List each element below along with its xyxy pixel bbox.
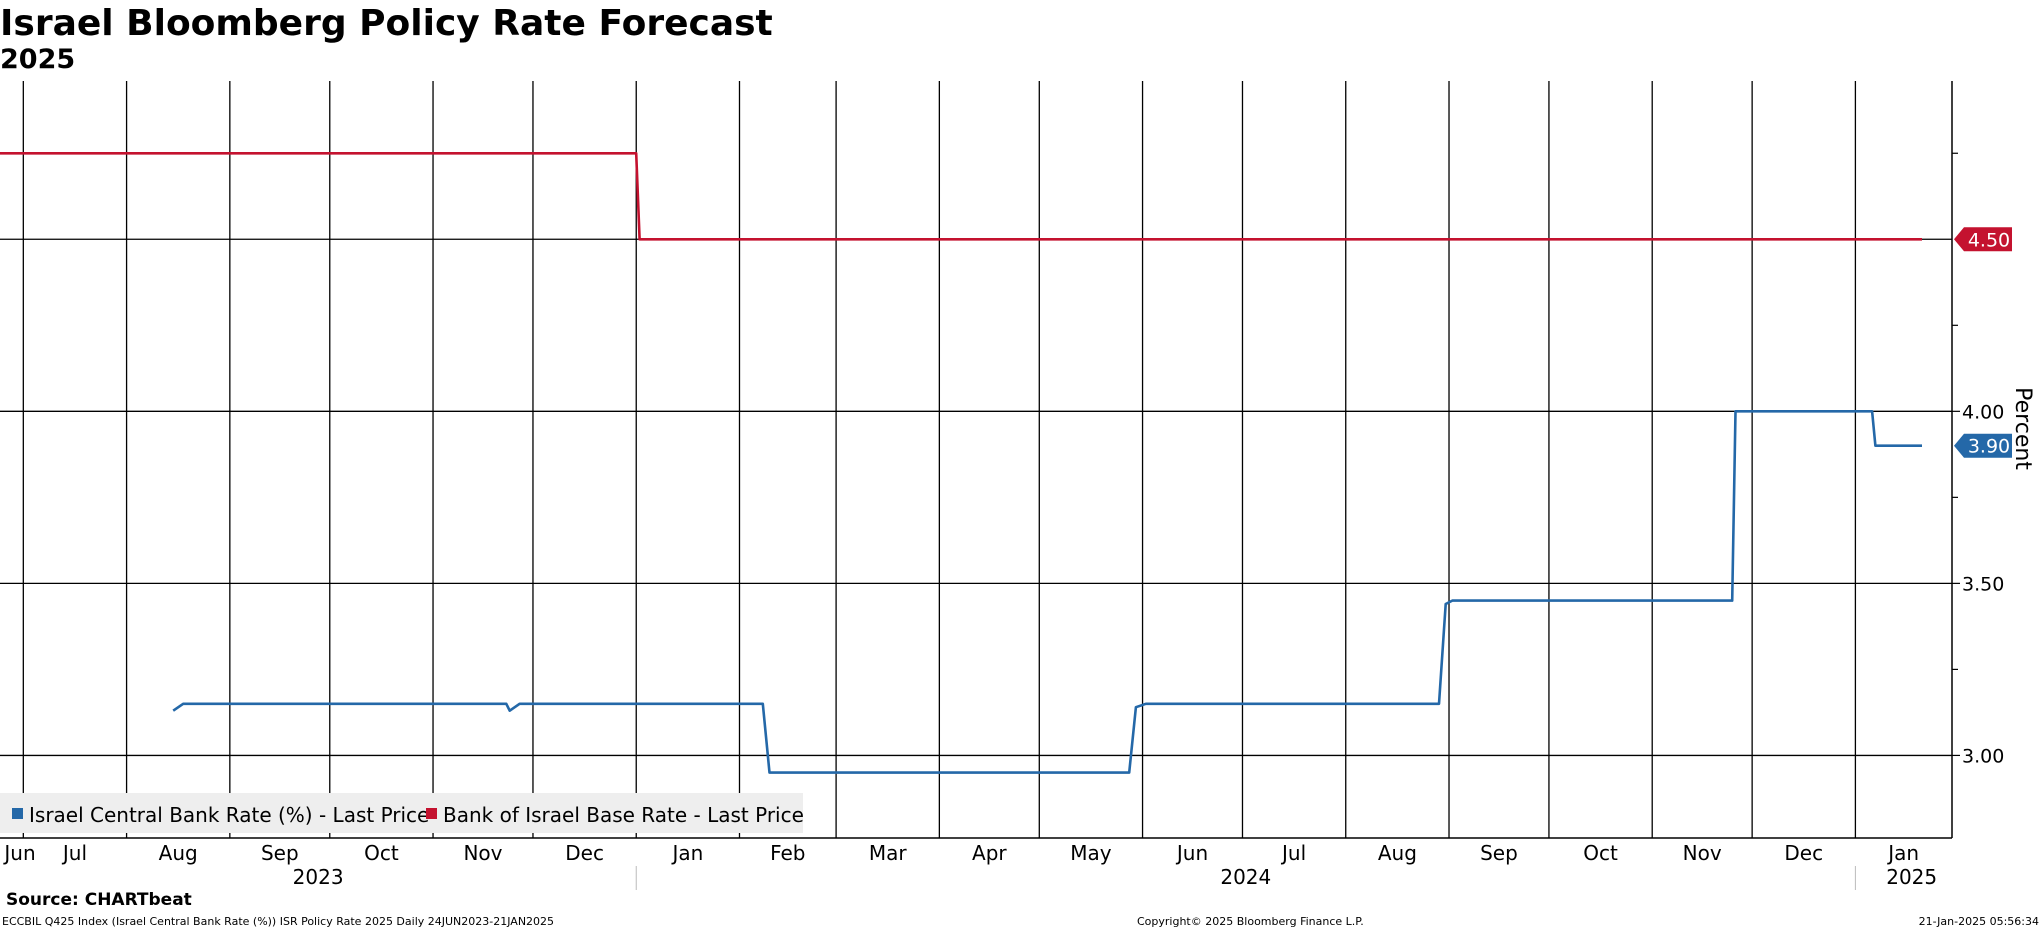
central-bank-last-value-label: 3.90 <box>1968 436 2010 458</box>
central-bank-rate-line <box>172 410 1922 774</box>
x-month-label: Aug <box>159 841 198 865</box>
x-month-label: Sep <box>1480 841 1518 865</box>
base-rate-last-value-tag <box>1954 227 2012 252</box>
x-month-label: Dec <box>1784 841 1823 865</box>
x-month-label: Sep <box>261 841 299 865</box>
legend-label: Israel Central Bank Rate (%) - Last Pric… <box>29 803 429 827</box>
x-month-label: Jan <box>1886 841 1919 865</box>
x-month-label: Nov <box>463 841 502 865</box>
y-tick-label: 3.00 <box>1962 745 2004 767</box>
y-axis-title: Percent <box>2010 387 2035 470</box>
x-month-label: Dec <box>565 841 604 865</box>
source-note: Source: CHARTbeat <box>6 890 192 910</box>
x-month-label: Jan <box>670 841 703 865</box>
x-month-label: Oct <box>364 841 399 865</box>
x-year-label: 2023 <box>293 865 344 889</box>
x-month-label: Feb <box>770 841 805 865</box>
x-month-label: Nov <box>1683 841 1722 865</box>
x-month-label: Jul <box>61 841 87 865</box>
legend-swatch <box>12 808 23 819</box>
legend-box <box>0 793 803 833</box>
y-tick-label: 3.50 <box>1962 573 2004 595</box>
chart-title: Israel Bloomberg Policy Rate Forecast <box>0 3 773 44</box>
x-year-label: 2024 <box>1220 865 1271 889</box>
central-bank-last-value-tag <box>1954 433 2012 458</box>
footer-description: ECCBIL Q425 Index (Israel Central Bank R… <box>2 915 555 928</box>
x-month-label: May <box>1070 841 1112 865</box>
x-month-label: Apr <box>972 841 1007 865</box>
base-rate-last-value-label: 4.50 <box>1968 229 2010 251</box>
x-month-label: Jul <box>1280 841 1306 865</box>
base-rate-line <box>0 152 1922 241</box>
x-month-label: Mar <box>869 841 908 865</box>
x-month-label: Jun <box>1175 841 1208 865</box>
x-month-label: Jun <box>2 841 35 865</box>
x-month-label: Oct <box>1583 841 1618 865</box>
x-year-label: 2025 <box>1886 865 1937 889</box>
footer-copyright: Copyright© 2025 Bloomberg Finance L.P. <box>1137 915 1364 928</box>
legend-swatch <box>426 808 437 819</box>
chart-subtitle: 2025 <box>0 44 76 75</box>
legend-label: Bank of Israel Base Rate - Last Price <box>443 803 804 827</box>
x-month-label: Aug <box>1378 841 1417 865</box>
y-tick-label: 4.00 <box>1962 401 2004 423</box>
footer-timestamp: 21-Jan-2025 05:56:34 <box>1918 915 2039 928</box>
